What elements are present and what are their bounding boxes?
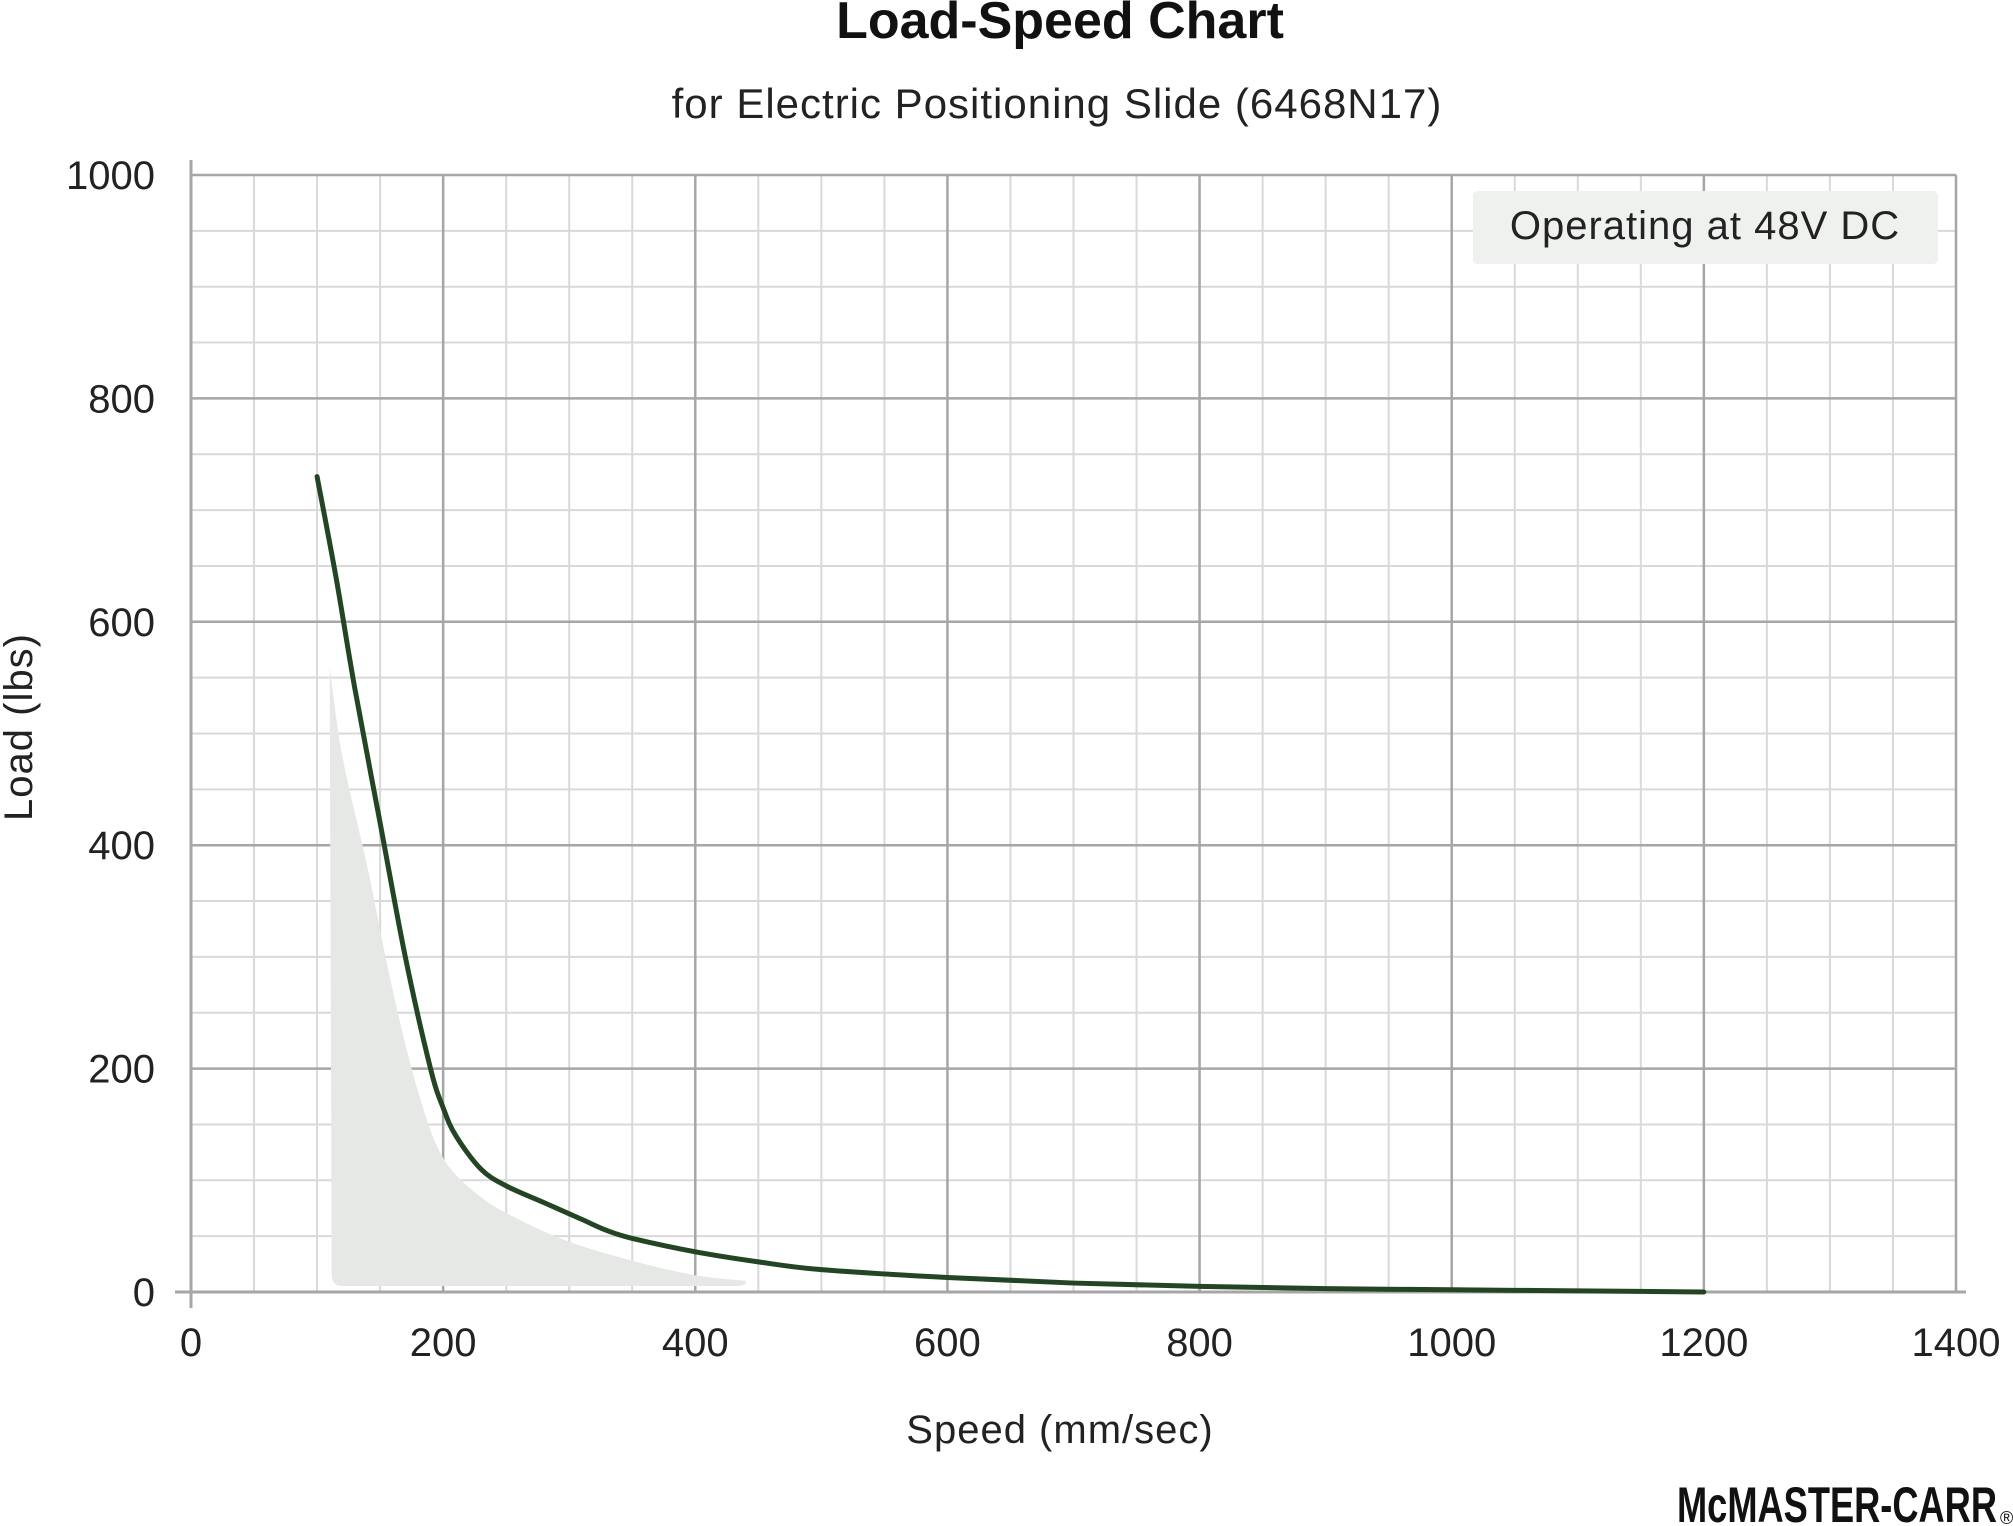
- annotation: Operating at 48V DC: [1473, 191, 1938, 264]
- grid: [191, 173, 1958, 1292]
- mcmaster-carr-logo: McMASTER-CARR: [1677, 1477, 1997, 1526]
- x-tick-label: 400: [662, 1321, 729, 1365]
- y-tick-label: 800: [88, 377, 155, 421]
- tick-labels: 0 200 400 600 800 1000 1200 1400 0 200 400 600 800 10…: [66, 154, 2000, 1365]
- x-tick-label: 800: [1166, 1321, 1233, 1365]
- chart-title: Load-Speed Chart: [836, 0, 1284, 50]
- annotation-box: [1473, 191, 1938, 264]
- y-tick-label: 600: [88, 601, 155, 645]
- x-axis-label: Speed (mm/sec): [906, 1408, 1213, 1452]
- x-tick-label: 1400: [1912, 1321, 2001, 1365]
- x-tick-label: 1000: [1407, 1321, 1496, 1365]
- y-tick-label: 400: [88, 824, 155, 868]
- registered-mark: ®: [2000, 1508, 2013, 1526]
- annotation-text: Operating at 48V DC: [1510, 204, 1900, 248]
- y-tick-label: 200: [88, 1048, 155, 1092]
- series-group: [314, 474, 1707, 1295]
- y-tick-label: 0: [133, 1271, 155, 1315]
- x-tick-label: 200: [410, 1321, 477, 1365]
- x-tick-label: 1200: [1659, 1321, 1748, 1365]
- shaded-region: [329, 666, 746, 1286]
- x-tick-label: 0: [180, 1321, 202, 1365]
- shaded-area: [329, 666, 746, 1286]
- y-tick-label: 1000: [66, 154, 155, 198]
- y-axis-label: Load (lbs): [0, 633, 41, 821]
- series-line: [314, 474, 1707, 1295]
- x-tick-label: 600: [914, 1321, 981, 1365]
- chart-subtitle: for Electric Positioning Slide (6468N17): [672, 80, 1443, 127]
